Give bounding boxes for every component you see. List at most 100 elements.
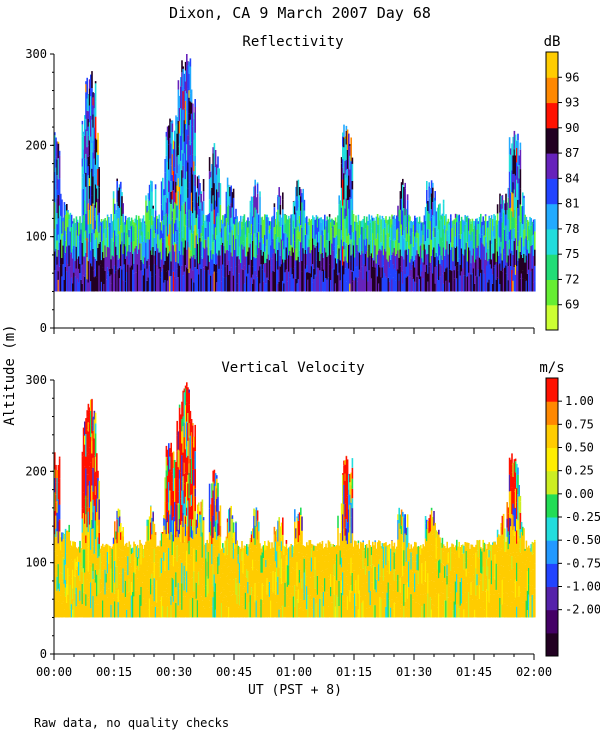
heatmap-cell xyxy=(321,230,324,253)
heatmap-cell xyxy=(259,266,261,284)
heatmap-cell xyxy=(513,228,516,241)
heatmap-cell xyxy=(356,244,358,266)
heatmap-cell xyxy=(195,519,198,527)
heatmap-cell xyxy=(181,443,183,456)
heatmap-cell xyxy=(520,273,523,292)
heatmap-cell xyxy=(396,580,398,590)
heatmap-cell xyxy=(528,221,530,226)
heatmap-cell xyxy=(307,279,309,292)
heatmap-cell xyxy=(175,537,177,547)
heatmap-cell xyxy=(182,543,184,553)
heatmap-cell xyxy=(351,163,354,181)
heatmap-cell xyxy=(246,256,248,277)
heatmap-cell xyxy=(448,282,451,292)
heatmap-cell xyxy=(285,215,288,234)
heatmap-cell xyxy=(358,220,361,238)
heatmap-cell xyxy=(188,564,190,583)
heatmap-cell xyxy=(394,273,397,281)
heatmap-cell xyxy=(402,256,404,271)
heatmap-cell xyxy=(180,472,182,491)
heatmap-cell xyxy=(314,238,316,248)
heatmap-cell xyxy=(163,282,165,292)
heatmap-cell xyxy=(222,276,224,292)
colorbar-swatch xyxy=(546,279,558,306)
heatmap-cell xyxy=(249,212,252,233)
heatmap-cell xyxy=(141,218,144,232)
heatmap-cell xyxy=(463,569,465,580)
heatmap-cell xyxy=(283,594,285,618)
heatmap-cell xyxy=(140,222,142,236)
heatmap-cell xyxy=(412,278,415,292)
heatmap-cell xyxy=(225,558,228,577)
heatmap-cell xyxy=(284,232,286,260)
heatmap-cell xyxy=(372,541,374,551)
heatmap-cell xyxy=(492,253,494,275)
heatmap-cell xyxy=(440,265,442,292)
heatmap-cell xyxy=(174,478,176,502)
heatmap-cell xyxy=(151,534,153,548)
heatmap-cell xyxy=(312,544,314,559)
heatmap-cell xyxy=(512,515,514,531)
heatmap-cell xyxy=(116,267,118,292)
heatmap-cell xyxy=(349,213,351,236)
heatmap-cell xyxy=(99,264,102,292)
heatmap-cell xyxy=(469,234,471,251)
heatmap-cell xyxy=(162,242,164,269)
heatmap-cell xyxy=(171,482,174,500)
heatmap-cell xyxy=(55,515,57,529)
heatmap-cell xyxy=(328,553,331,580)
heatmap-cell xyxy=(112,241,115,257)
heatmap-cell xyxy=(194,578,196,600)
heatmap-cell xyxy=(178,610,181,618)
heatmap-cell xyxy=(195,267,198,292)
heatmap-cell xyxy=(420,546,422,555)
heatmap-cell xyxy=(296,210,298,220)
heatmap-cell xyxy=(513,599,516,618)
heatmap-cell xyxy=(212,220,214,235)
heatmap-cell xyxy=(111,546,114,550)
heatmap-cell xyxy=(163,189,165,196)
heatmap-cell xyxy=(328,541,331,554)
heatmap-cell xyxy=(117,190,120,206)
heatmap-cell xyxy=(513,189,516,210)
heatmap-cell xyxy=(432,550,434,560)
heatmap-cell xyxy=(349,504,351,528)
heatmap-cell xyxy=(207,269,210,292)
heatmap-cell xyxy=(184,139,187,154)
heatmap-cell xyxy=(159,576,162,589)
heatmap-cell xyxy=(226,240,229,250)
heatmap-cell xyxy=(91,119,93,143)
heatmap-cell xyxy=(345,480,348,498)
heatmap-cell xyxy=(54,171,56,186)
heatmap-cell xyxy=(187,601,189,618)
heatmap-cell xyxy=(291,214,294,228)
heatmap-cell xyxy=(466,548,469,559)
heatmap-cell xyxy=(274,253,277,279)
heatmap-cell xyxy=(249,200,252,213)
heatmap-cell xyxy=(61,581,63,604)
heatmap-cell xyxy=(306,272,308,292)
heatmap-cell xyxy=(279,537,282,553)
heatmap-cell xyxy=(517,133,519,140)
heatmap-cell xyxy=(510,491,512,519)
heatmap-cell xyxy=(414,267,416,282)
heatmap-cell xyxy=(170,471,172,492)
heatmap-cell xyxy=(450,214,452,218)
heatmap-cell xyxy=(349,590,351,602)
heatmap-cell xyxy=(58,150,61,156)
heatmap-cell xyxy=(256,213,259,233)
heatmap-cell xyxy=(188,392,190,405)
heatmap-cell xyxy=(480,607,482,618)
heatmap-cell xyxy=(382,592,385,618)
heatmap-cell xyxy=(174,130,176,142)
heatmap-cell xyxy=(337,551,339,579)
heatmap-cell xyxy=(381,245,384,268)
heatmap-cell xyxy=(192,469,194,495)
heatmap-cell xyxy=(399,228,402,250)
heatmap-cell xyxy=(452,544,454,547)
heatmap-cell xyxy=(86,410,88,417)
heatmap-cell xyxy=(355,549,357,565)
heatmap-cell xyxy=(237,222,240,235)
heatmap-cell xyxy=(511,239,513,251)
heatmap-cell xyxy=(224,574,226,596)
